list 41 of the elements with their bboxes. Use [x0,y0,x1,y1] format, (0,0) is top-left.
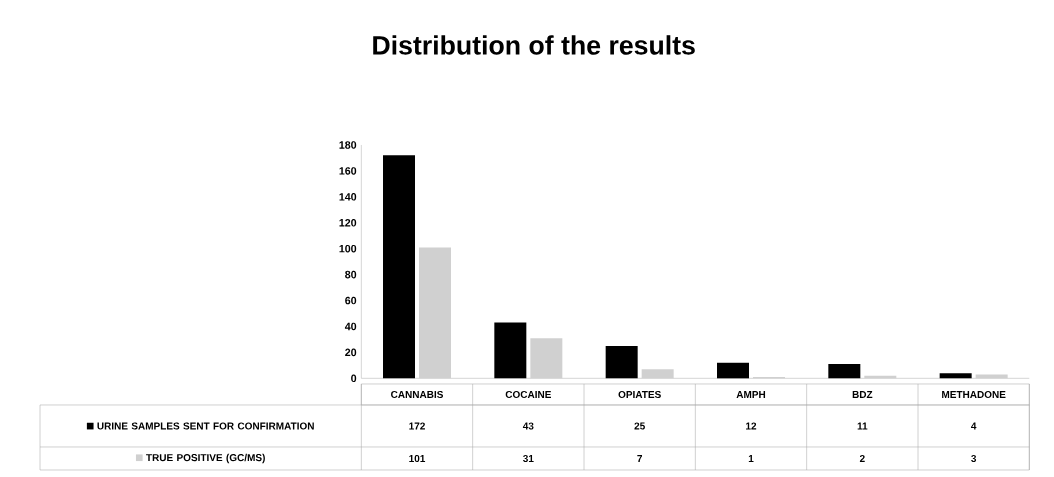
bar [828,364,861,379]
bar [605,345,638,379]
legend-label: TRUE POSITIVE (GC/MS) [146,453,265,464]
y-tick-label: 20 [345,348,357,357]
data-label: 43 [522,422,534,430]
data-label: 2 [859,454,865,462]
x-tick-label: METHADONE [942,390,1006,399]
x-tick-label: AMPH [736,391,766,398]
y-tick-label: 40 [344,322,357,331]
y-tick-label: 0 [351,374,357,383]
y-tick-label: 140 [339,193,357,201]
y-tick-label: 180 [339,141,357,149]
legend-label: URINE SAMPLES SENT FOR CONFIRMATION [97,422,314,430]
y-tick-label: 160 [339,167,357,175]
y-tick-label: 60 [345,296,357,305]
x-tick-label: COCAINE [505,390,551,399]
bar [383,155,415,379]
data-label: 101 [409,454,426,463]
y-tick-label: 120 [339,218,357,227]
chart-title: Distribution of the results [373,35,695,55]
data-label: 12 [746,422,757,430]
bar [419,247,451,379]
x-tick-label: CANNABIS [391,390,443,399]
bar [717,362,749,379]
x-tick-label: BDZ [852,391,873,398]
y-tick-label: 80 [345,270,357,279]
bar [939,373,972,379]
data-label: 1 [748,455,754,462]
data-label: 31 [523,454,534,463]
bar [641,369,674,379]
bar [975,374,1008,379]
y-tick-label: 100 [339,244,357,253]
data-label: 11 [857,422,868,430]
data-label: 25 [634,422,645,430]
x-tick-label: OPIATES [618,390,661,399]
data-label: 7 [637,455,643,462]
data-label: 3 [971,454,977,463]
data-label: 172 [409,422,425,430]
bar [530,338,563,379]
bar [494,322,527,379]
data-label: 4 [971,422,977,430]
